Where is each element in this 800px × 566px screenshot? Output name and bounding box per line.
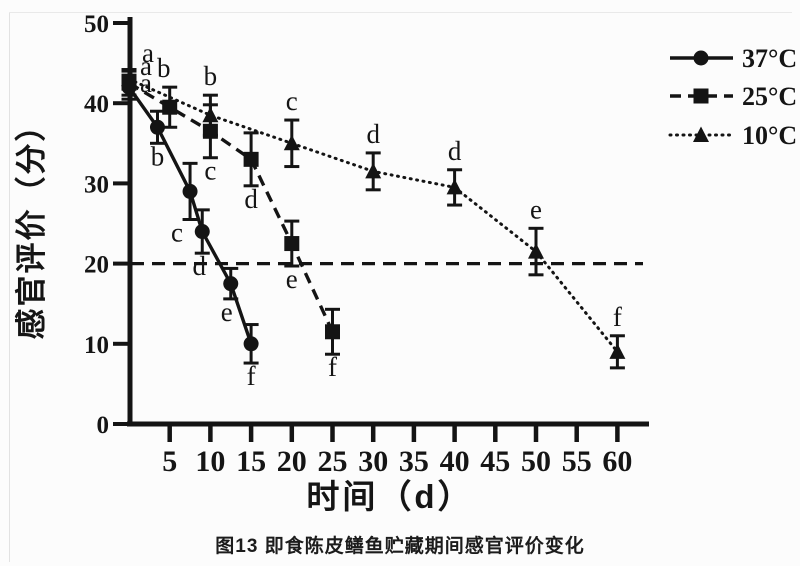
data-point-25°C xyxy=(243,151,259,167)
x-tick-label: 60 xyxy=(602,445,632,478)
data-point-25°C xyxy=(325,324,340,340)
figure-caption: 图13 即食陈皮鳝鱼贮藏期间感官评价变化 xyxy=(215,536,585,557)
y-tick-label: 30 xyxy=(84,171,109,198)
point-label: a xyxy=(140,68,152,98)
data-point-25°C xyxy=(202,123,218,139)
data-point-37°C xyxy=(182,183,198,199)
data-point-25°C xyxy=(121,75,137,91)
data-point-37°C xyxy=(223,276,239,292)
point-label: a xyxy=(142,38,154,68)
x-tick-label: 45 xyxy=(480,445,510,478)
y-axis-title: 感官评价（分） xyxy=(14,109,49,340)
data-point-37°C xyxy=(194,224,210,240)
data-point-10°C xyxy=(365,162,382,179)
data-point-10°C xyxy=(528,243,544,259)
point-label: c xyxy=(286,86,298,116)
x-tick-label: 10 xyxy=(195,445,225,478)
legend-marker-25°C xyxy=(693,88,709,104)
point-label: e xyxy=(286,264,298,294)
x-tick-label: 15 xyxy=(236,445,266,478)
data-point-37°C xyxy=(149,119,165,135)
point-label: f xyxy=(328,352,337,382)
point-label: c xyxy=(204,156,216,186)
data-point-25°C xyxy=(162,99,178,115)
point-label: b xyxy=(157,53,171,83)
point-label: e xyxy=(530,194,542,224)
x-tick-label: 50 xyxy=(521,445,551,478)
data-point-25°C xyxy=(284,236,300,252)
y-tick-label: 40 xyxy=(84,91,109,118)
y-tick-label: 0 xyxy=(97,412,110,439)
legend-label-25°C: 25°C xyxy=(742,82,797,111)
data-point-10°C xyxy=(609,343,626,359)
point-label: b xyxy=(151,141,165,171)
y-tick-label: 10 xyxy=(84,332,109,359)
point-label: d xyxy=(366,119,380,149)
point-label: a xyxy=(140,51,152,81)
x-tick-label: 5 xyxy=(162,445,177,478)
scan-edge-left xyxy=(9,12,10,562)
data-point-10°C xyxy=(283,134,300,151)
x-tick-label: 40 xyxy=(440,445,470,478)
data-point-37°C xyxy=(243,336,259,352)
x-axis-title: 时间（d） xyxy=(306,478,473,515)
x-tick-label: 55 xyxy=(562,445,592,478)
legend-marker-37°C xyxy=(693,50,709,66)
point-label: c xyxy=(171,217,183,247)
y-tick-label: 20 xyxy=(84,252,109,279)
series-line-37°C xyxy=(127,86,253,345)
point-label: b xyxy=(204,61,218,91)
point-label: f xyxy=(613,302,622,332)
x-tick-label: 20 xyxy=(277,445,307,478)
data-point-10°C xyxy=(446,178,463,195)
legend-label-10°C: 10°C xyxy=(742,121,797,150)
data-point-10°C xyxy=(202,106,219,123)
legend-label-37°C: 37°C xyxy=(742,44,797,73)
point-label: d xyxy=(448,136,462,166)
y-tick-label: 50 xyxy=(84,11,109,38)
legend-marker-10°C xyxy=(693,126,709,142)
x-tick-label: 30 xyxy=(358,445,388,478)
point-label: f xyxy=(247,361,256,391)
x-tick-label: 35 xyxy=(399,445,429,478)
point-label: e xyxy=(221,297,233,327)
point-label: d xyxy=(244,184,258,214)
point-label: d xyxy=(193,251,207,281)
x-tick-label: 25 xyxy=(318,445,348,478)
scan-edge-top xyxy=(9,12,792,13)
